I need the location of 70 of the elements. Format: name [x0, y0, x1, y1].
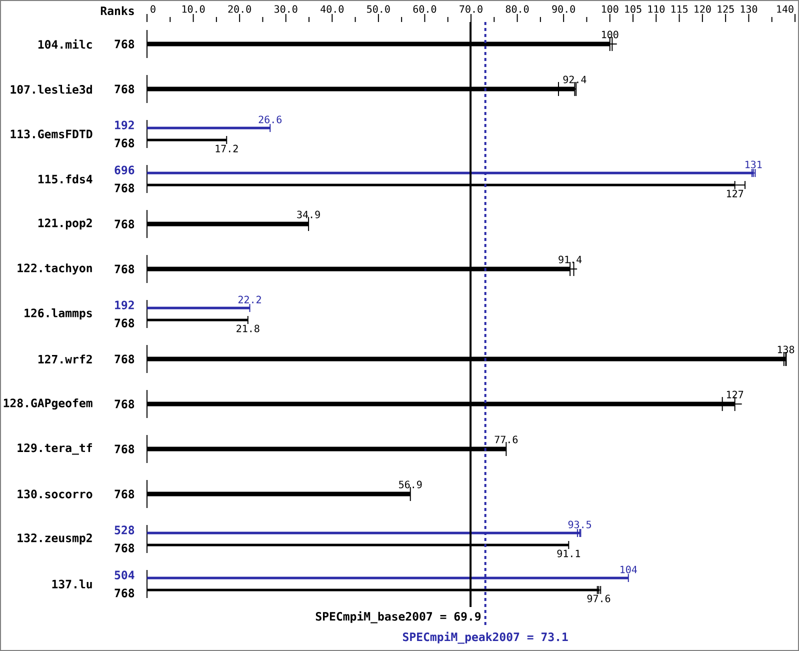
ref-line-label: SPECmpiM_base2007 = 69.9 — [316, 611, 481, 624]
data-label: 127 — [727, 190, 744, 198]
y-tick-label: 127.wrf2 — [38, 354, 92, 364]
text: 768 — [114, 138, 134, 148]
data-label: 77.6 — [494, 436, 518, 444]
text: Ranks — [100, 6, 134, 16]
y-tick-label: 128.GAPgeofem — [4, 398, 92, 410]
x-tick-label: 0 — [150, 5, 156, 13]
text: 504 — [114, 570, 134, 580]
data-label: 100 — [602, 30, 618, 38]
y-tick-label: 107.leslie3d — [10, 84, 92, 94]
data-label: 131 — [746, 160, 762, 168]
text: 528 — [114, 526, 134, 534]
text: 768 — [114, 490, 134, 498]
data-label: 138 — [778, 346, 794, 354]
data-label: 92.4 — [563, 76, 586, 84]
x-tick-label: 60.0 — [413, 5, 436, 13]
x-tick-label: 20.0 — [228, 5, 251, 13]
x-tick-label: 30.0 — [274, 5, 298, 13]
data-label: 91.1 — [557, 550, 580, 558]
data-label: 22.2 — [238, 296, 261, 304]
text: 768 — [114, 264, 134, 274]
x-tick-label: 80.0 — [506, 5, 529, 13]
x-tick-label: 110 — [648, 5, 665, 13]
x-tick-label: 130 — [740, 5, 758, 13]
text: 768 — [114, 544, 134, 552]
data-label: 91.4 — [558, 256, 582, 264]
data-label: 26.6 — [258, 116, 282, 124]
text: 768 — [114, 40, 134, 48]
text: 768 — [114, 84, 134, 94]
x-tick-label: 50.0 — [367, 5, 390, 13]
x-tick-label: 90.0 — [552, 5, 575, 13]
text: 768 — [114, 588, 134, 598]
text: 192 — [115, 120, 134, 130]
y-tick-label: 115.fds4 — [38, 174, 92, 184]
data-label: 34.9 — [297, 210, 320, 218]
text: 768 — [114, 354, 134, 364]
x-tick-label: 10.0 — [182, 5, 205, 13]
x-tick-label: 100 — [602, 5, 618, 13]
data-label: 104 — [620, 566, 637, 574]
y-tick-label: 132.zeusmp2 — [18, 534, 92, 544]
data-label: 17.2 — [216, 144, 238, 152]
data-label: 56.9 — [399, 480, 422, 488]
text: 768 — [114, 184, 134, 192]
x-tick-label: 120 — [694, 5, 711, 13]
data-label: 21.8 — [236, 324, 260, 332]
text: 696 — [114, 166, 134, 174]
x-tick-label: 140 — [777, 5, 794, 13]
y-tick-label: 126.lammps — [24, 308, 92, 320]
text: 192 — [115, 300, 134, 310]
x-tick-label: 125 — [718, 5, 734, 13]
data-label: 97.6 — [587, 594, 610, 602]
data-label: 93.5 — [568, 520, 592, 528]
y-tick-label: 122.tachyon — [18, 263, 92, 275]
text: 768 — [114, 400, 134, 408]
y-tick-label: 129.tera_tf — [18, 443, 92, 455]
x-tick-label: 115 — [671, 5, 688, 13]
data-label: 127 — [727, 390, 744, 398]
text: 768 — [114, 318, 134, 328]
x-tick-label: 40.0 — [320, 5, 344, 13]
text: 768 — [114, 444, 134, 454]
y-tick-label: 137.lu — [52, 580, 92, 588]
x-tick-label: 105 — [625, 5, 642, 13]
x-tick-label: 70.0 — [460, 5, 482, 13]
text: 768 — [114, 220, 134, 228]
y-tick-label: 130.socorro — [18, 490, 92, 498]
y-tick-label: 113.GemsFDTD — [10, 130, 92, 138]
ref-line-label: SPECmpiM_peak2007 = 73.1 — [402, 632, 568, 644]
y-tick-label: 104.milc — [38, 39, 92, 49]
y-tick-label: 121.pop2 — [38, 218, 92, 230]
